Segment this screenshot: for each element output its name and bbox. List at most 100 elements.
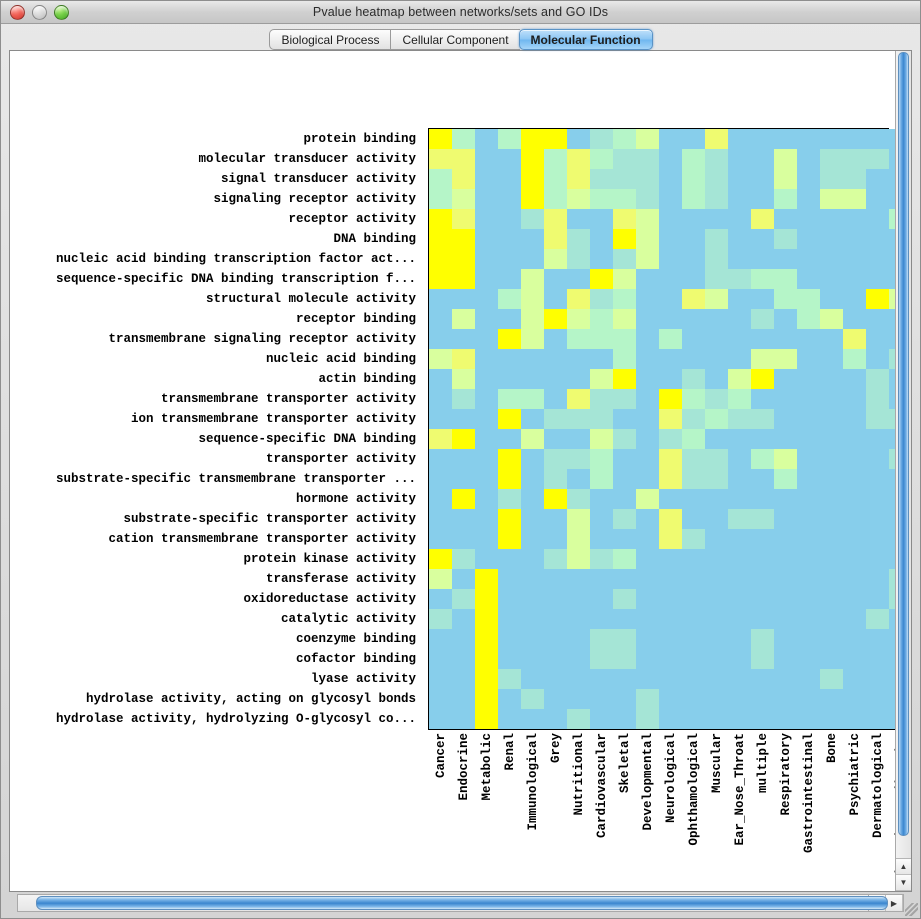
heatmap-cell[interactable] [751, 509, 774, 529]
heatmap-cell[interactable] [590, 249, 613, 269]
heatmap-cell[interactable] [866, 229, 889, 249]
heatmap-cell[interactable] [475, 329, 498, 349]
heatmap-cell[interactable] [613, 189, 636, 209]
heatmap-cell[interactable] [797, 709, 820, 729]
heatmap-cell[interactable] [636, 389, 659, 409]
heatmap-cell[interactable] [498, 549, 521, 569]
tab-molecular-function[interactable]: Molecular Function [518, 29, 653, 50]
heatmap-cell[interactable] [751, 249, 774, 269]
heatmap-cell[interactable] [705, 449, 728, 469]
heatmap-cell[interactable] [682, 589, 705, 609]
heatmap-cell[interactable] [797, 249, 820, 269]
heatmap-cell[interactable] [636, 429, 659, 449]
heatmap-cell[interactable] [475, 489, 498, 509]
heatmap-cell[interactable] [843, 649, 866, 669]
heatmap-cell[interactable] [751, 569, 774, 589]
heatmap-cell[interactable] [613, 649, 636, 669]
heatmap-cell[interactable] [475, 309, 498, 329]
heatmap-cell[interactable] [866, 429, 889, 449]
heatmap-cell[interactable] [636, 449, 659, 469]
heatmap-cell[interactable] [544, 609, 567, 629]
heatmap-cell[interactable] [751, 289, 774, 309]
heatmap-cell[interactable] [613, 469, 636, 489]
heatmap-cell[interactable] [475, 669, 498, 689]
heatmap-cell[interactable] [521, 169, 544, 189]
heatmap-cell[interactable] [797, 549, 820, 569]
heatmap-cell[interactable] [728, 469, 751, 489]
heatmap-cell[interactable] [475, 449, 498, 469]
heatmap-cell[interactable] [843, 509, 866, 529]
horizontal-scrollbar[interactable]: ◀ ▶ [17, 894, 904, 912]
heatmap-cell[interactable] [774, 209, 797, 229]
heatmap-cell[interactable] [567, 169, 590, 189]
heatmap-cell[interactable] [452, 409, 475, 429]
heatmap-cell[interactable] [728, 189, 751, 209]
heatmap-cell[interactable] [751, 229, 774, 249]
heatmap-cell[interactable] [682, 629, 705, 649]
heatmap-cell[interactable] [751, 349, 774, 369]
heatmap-cell[interactable] [498, 489, 521, 509]
heatmap-cell[interactable] [659, 189, 682, 209]
heatmap-cell[interactable] [774, 149, 797, 169]
heatmap-cell[interactable] [613, 309, 636, 329]
heatmap-cell[interactable] [498, 309, 521, 329]
heatmap-cell[interactable] [521, 129, 544, 149]
heatmap-cell[interactable] [820, 329, 843, 349]
heatmap-cell[interactable] [705, 669, 728, 689]
heatmap-cell[interactable] [475, 149, 498, 169]
heatmap-cell[interactable] [475, 229, 498, 249]
heatmap-cell[interactable] [613, 229, 636, 249]
heatmap-cell[interactable] [889, 229, 895, 249]
heatmap-cell[interactable] [774, 509, 797, 529]
heatmap-cell[interactable] [751, 209, 774, 229]
heatmap-cell[interactable] [659, 389, 682, 409]
heatmap-cell[interactable] [429, 609, 452, 629]
heatmap-cell[interactable] [797, 329, 820, 349]
heatmap-cell[interactable] [521, 689, 544, 709]
heatmap-cell[interactable] [659, 469, 682, 489]
heatmap-cell[interactable] [705, 249, 728, 269]
heatmap-cell[interactable] [705, 289, 728, 309]
heatmap-cell[interactable] [521, 149, 544, 169]
heatmap-cell[interactable] [521, 649, 544, 669]
heatmap-cell[interactable] [751, 689, 774, 709]
heatmap-cell[interactable] [659, 509, 682, 529]
heatmap-cell[interactable] [774, 329, 797, 349]
heatmap-cell[interactable] [866, 309, 889, 329]
heatmap-cell[interactable] [544, 229, 567, 249]
heatmap-cell[interactable] [429, 129, 452, 149]
heatmap-cell[interactable] [521, 669, 544, 689]
heatmap-cell[interactable] [636, 209, 659, 229]
heatmap-cell[interactable] [774, 489, 797, 509]
heatmap-cell[interactable] [889, 209, 895, 229]
heatmap-cell[interactable] [820, 189, 843, 209]
heatmap-cell[interactable] [797, 689, 820, 709]
heatmap-cell[interactable] [636, 329, 659, 349]
heatmap-cell[interactable] [843, 629, 866, 649]
heatmap-cell[interactable] [567, 369, 590, 389]
heatmap-cell[interactable] [498, 469, 521, 489]
heatmap-cell[interactable] [751, 589, 774, 609]
heatmap-cell[interactable] [889, 389, 895, 409]
heatmap-cell[interactable] [889, 249, 895, 269]
heatmap-cell[interactable] [843, 549, 866, 569]
heatmap-cell[interactable] [590, 189, 613, 209]
heatmap-cell[interactable] [636, 569, 659, 589]
heatmap-cell[interactable] [866, 389, 889, 409]
heatmap-cell[interactable] [866, 569, 889, 589]
heatmap-cell[interactable] [659, 129, 682, 149]
heatmap-cell[interactable] [567, 249, 590, 269]
heatmap-cell[interactable] [613, 449, 636, 469]
heatmap-cell[interactable] [544, 189, 567, 209]
heatmap-cell[interactable] [590, 489, 613, 509]
heatmap-cell[interactable] [843, 529, 866, 549]
heatmap-cell[interactable] [751, 389, 774, 409]
heatmap-cell[interactable] [889, 509, 895, 529]
heatmap-cell[interactable] [636, 509, 659, 529]
heatmap-cell[interactable] [889, 589, 895, 609]
heatmap-cell[interactable] [866, 689, 889, 709]
heatmap-cell[interactable] [452, 229, 475, 249]
heatmap-cell[interactable] [797, 209, 820, 229]
heatmap-cell[interactable] [728, 449, 751, 469]
heatmap-cell[interactable] [521, 549, 544, 569]
